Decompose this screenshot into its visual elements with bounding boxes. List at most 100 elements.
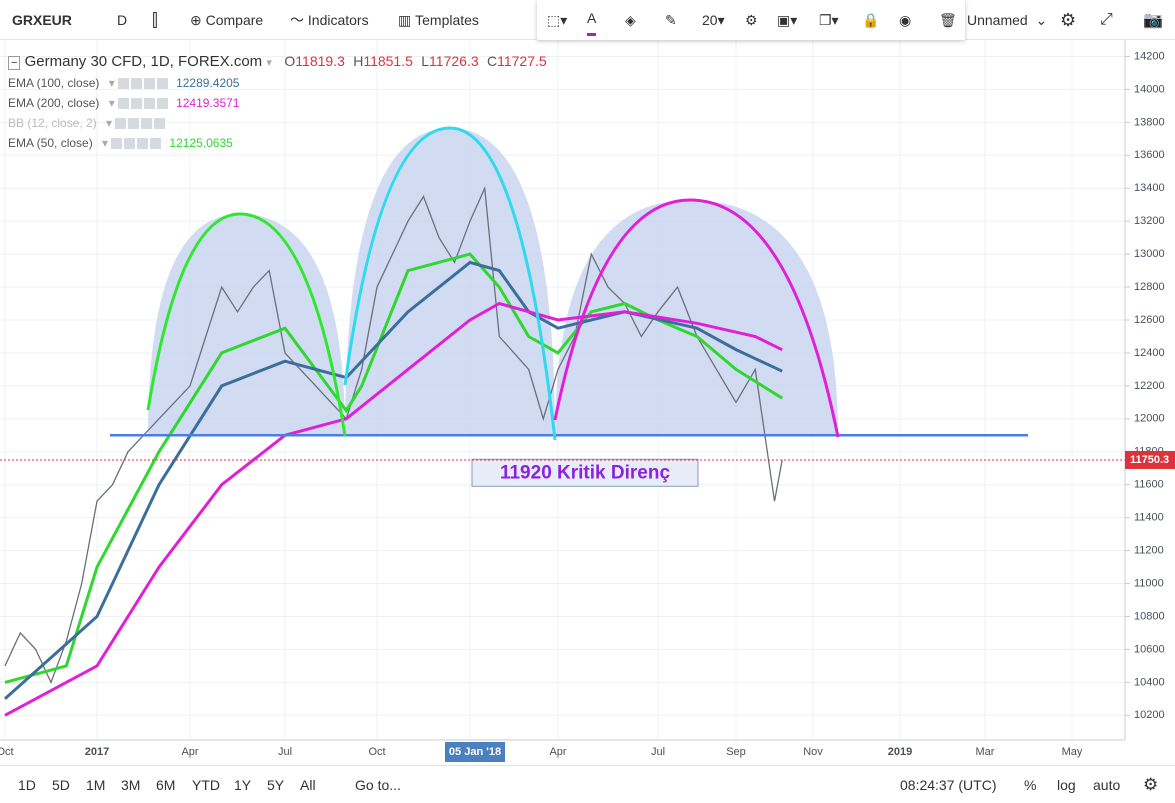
price-axis — [1125, 40, 1175, 765]
x-tick-label: Mar — [976, 746, 995, 758]
percent-toggle[interactable]: % — [1024, 776, 1037, 793]
y-tick-label: 10800 — [1134, 610, 1165, 622]
text-color[interactable]: A — [587, 3, 597, 36]
y-tick-label: 10600 — [1134, 643, 1165, 655]
chart-style[interactable]: ⫿ — [152, 9, 158, 30]
collapse[interactable]: − — [8, 56, 21, 70]
y-tick-label: 12600 — [1134, 314, 1165, 326]
x-tick-label: Apr — [549, 746, 566, 758]
range-button[interactable]: 3M — [121, 776, 141, 793]
indicator-value: 12289.4205 — [176, 76, 240, 90]
hide[interactable]: ◉ — [899, 11, 912, 28]
range-button[interactable]: 1M — [86, 776, 106, 793]
select-tool[interactable]: ⬚▾ — [547, 11, 568, 28]
indicator-icons[interactable]: ▾ — [103, 116, 168, 130]
snapshot[interactable]: 📷 — [1143, 12, 1163, 29]
x-tick-label: Jul — [651, 746, 665, 758]
indicator-value: 12419.3571 — [176, 96, 240, 110]
x-tick-label: Sep — [726, 746, 746, 758]
y-tick-label: 10400 — [1134, 676, 1165, 688]
log-toggle[interactable]: log — [1057, 776, 1076, 793]
delete[interactable]: 🗑 — [939, 11, 957, 28]
symbol[interactable]: GRXEUR — [12, 12, 72, 28]
templates[interactable]: ▥ Templates — [398, 11, 479, 29]
x-tick-label: Oct — [368, 746, 385, 758]
x-tick-label: 05 Jan '18 — [449, 746, 501, 758]
axis-settings[interactable]: ⚙ — [1143, 774, 1159, 794]
x-tick-label: May — [1062, 746, 1083, 758]
layout-label: Unnamed — [967, 12, 1028, 28]
indicators-label: Indicators — [307, 12, 369, 28]
range-button[interactable]: 6M — [156, 776, 176, 793]
auto-toggle[interactable]: auto — [1093, 776, 1121, 793]
layout-name[interactable]: Unnamed ⌄ — [967, 11, 1048, 29]
indicator-row: BB (12, close, 2) ▾ — [8, 116, 173, 130]
visual-order[interactable]: ▣▾ — [777, 11, 798, 28]
lock[interactable]: 🔒 — [862, 11, 880, 28]
y-tick-label: 13800 — [1134, 116, 1165, 128]
range-button[interactable]: 1D — [18, 776, 36, 793]
indicator-value: 12125.0635 — [169, 136, 233, 150]
indicator-row: EMA (100, close) ▾ 12289.4205 — [8, 76, 239, 90]
fill-color[interactable]: ◈ — [625, 11, 636, 28]
line-color[interactable]: ✎ — [665, 11, 677, 28]
bottom-toolbar: 1D 5D 1M 3M 6M YTD 1Y 5Y All Go to... 08:24:37 (… — [0, 765, 1175, 802]
h-value: 11851.5 — [363, 53, 413, 69]
settings[interactable]: ⚙ — [745, 11, 758, 28]
drawing-toolbar: ⬚▾ A ◈ ✎ 20 ▾ ⚙ ▣▾ ❐▾ 🔒 ◉ 🗑 — [537, 0, 965, 40]
font-size-value: 20 — [702, 12, 718, 28]
indicator-name: EMA (100, close) — [8, 76, 100, 90]
indicator-icons[interactable]: ▾ — [105, 76, 170, 90]
range-button[interactable]: 5Y — [267, 776, 285, 793]
x-tick-label: Oct — [0, 746, 14, 758]
indicator-name: EMA (200, close) — [8, 96, 100, 110]
legend-header: − Germany 30 CFD, 1D, FOREX.com ▾ O11819… — [8, 53, 547, 70]
c-label: C — [486, 53, 498, 69]
annotation-box — [471, 458, 699, 487]
indicator-name: EMA (50, close) — [8, 136, 93, 150]
y-tick-label: 11200 — [1134, 544, 1164, 556]
range-button[interactable]: YTD — [192, 776, 220, 793]
y-tick-label: 14000 — [1134, 83, 1165, 95]
head — [343, 126, 557, 441]
x-tick-label: 2019 — [888, 746, 912, 758]
y-tick-label: 14200 — [1134, 50, 1165, 62]
top-toolbar: GRXEUR D ⫿ ⊕ Compare 〜 Indicators ▥ Temp… — [0, 0, 1175, 40]
y-tick-label: 10200 — [1134, 709, 1165, 721]
y-tick-label: 12800 — [1134, 281, 1165, 293]
fullscreen[interactable]: ⤢ — [1100, 11, 1113, 28]
ema-line — [3, 260, 783, 700]
y-tick-label: 13200 — [1134, 215, 1165, 227]
y-tick-label: 13000 — [1134, 248, 1165, 260]
font-size[interactable]: 20 ▾ — [702, 11, 725, 29]
chart-settings[interactable]: ⚙ — [1060, 9, 1077, 30]
last-price-label: 11750.3 — [1130, 454, 1169, 466]
annotation-text: 11920 Kritik Direnç — [500, 462, 670, 483]
y-tick-label: 11000 — [1134, 577, 1164, 589]
ema-line — [4, 301, 783, 717]
compare[interactable]: ⊕ Compare — [190, 11, 264, 29]
indicator-icons[interactable]: ▾ — [99, 136, 164, 150]
interval[interactable]: D — [117, 12, 128, 28]
o-label: O — [284, 53, 296, 69]
price-line — [4, 185, 783, 685]
l-label: L — [421, 53, 430, 69]
y-tick-label: 11600 — [1134, 479, 1164, 491]
x-tick-label: Nov — [803, 746, 823, 758]
indicators[interactable]: 〜 Indicators — [290, 12, 369, 28]
right-shoulder — [553, 198, 840, 438]
range-button[interactable]: 1Y — [234, 776, 252, 793]
clock: 08:24:37 (UTC) — [900, 776, 997, 793]
h-label: H — [353, 53, 364, 69]
indicator-row: EMA (50, close) ▾ 12125.0635 — [8, 136, 233, 150]
clone[interactable]: ❐▾ — [819, 11, 839, 28]
indicator-icons[interactable]: ▾ — [105, 96, 170, 110]
range-button[interactable]: 5D — [52, 776, 70, 793]
compare-label: Compare — [205, 12, 264, 28]
last-price-tag — [1125, 450, 1175, 469]
goto[interactable]: Go to... — [355, 776, 401, 793]
range-button[interactable]: All — [300, 776, 316, 793]
x-tick-label: 2017 — [85, 746, 109, 758]
